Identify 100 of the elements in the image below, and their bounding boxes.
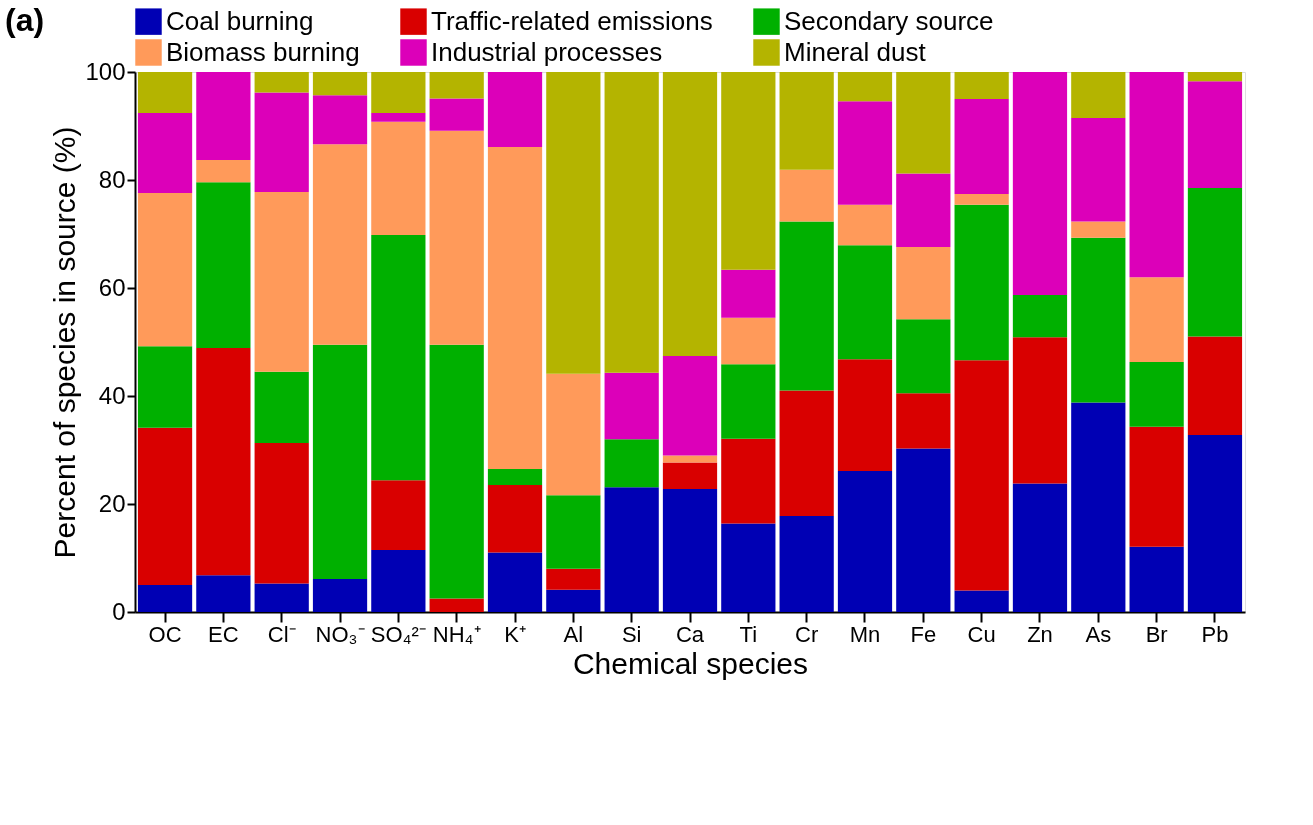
- bar: [137, 585, 193, 612]
- x-tick-label: Fe: [910, 621, 937, 647]
- bar: [954, 590, 1009, 612]
- bar: [954, 360, 1009, 591]
- bar: [721, 438, 776, 524]
- bar: [196, 182, 251, 348]
- bar: [312, 579, 368, 612]
- legend-label: Mineral dust: [784, 36, 927, 67]
- bar: [1012, 295, 1068, 338]
- bar: [721, 269, 776, 318]
- x-tick-label: NH₄⁺: [432, 621, 481, 647]
- bar: [546, 495, 601, 569]
- bar: [1071, 72, 1126, 118]
- bar: [604, 487, 659, 612]
- bar: [487, 468, 543, 486]
- y-tick-label: 60: [98, 273, 126, 301]
- x-tick-label: As: [1085, 621, 1112, 647]
- bar: [721, 364, 776, 439]
- y-tick-label: 40: [98, 381, 126, 409]
- bar: [1012, 337, 1068, 484]
- bar: [1012, 483, 1068, 612]
- x-tick-label: Si: [621, 621, 642, 647]
- y-tick-label: 100: [85, 57, 126, 85]
- bar: [429, 598, 484, 612]
- bar: [546, 72, 601, 374]
- bar: [137, 192, 193, 347]
- bar: [196, 575, 251, 612]
- bar: [254, 92, 309, 192]
- bar: [954, 99, 1009, 195]
- x-tick-label: Cr: [795, 621, 819, 647]
- bar: [604, 72, 659, 373]
- bar: [546, 589, 601, 612]
- bar: [1129, 361, 1184, 427]
- bar: [896, 173, 951, 247]
- bar: [371, 113, 426, 122]
- bar: [662, 462, 718, 489]
- bar: [371, 121, 426, 236]
- bar: [1012, 72, 1068, 296]
- bar: [371, 549, 426, 612]
- x-tick-label: EC: [208, 621, 239, 647]
- legend-label: Biomass burning: [166, 36, 360, 67]
- bar: [546, 568, 601, 590]
- legend-label: Coal burning: [166, 5, 314, 36]
- bar: [1071, 237, 1126, 403]
- bar: [429, 344, 484, 599]
- bar: [487, 147, 543, 469]
- bar: [896, 448, 951, 612]
- bar: [662, 356, 718, 456]
- x-tick-label: Al: [563, 621, 584, 647]
- bar: [254, 72, 309, 93]
- bar: [721, 317, 776, 365]
- bar: [954, 194, 1009, 205]
- bar: [954, 72, 1009, 99]
- x-tick-label: SO₄²⁻: [370, 621, 426, 647]
- bar: [429, 72, 484, 99]
- bar: [1187, 336, 1243, 435]
- x-tick-label: Cl⁻: [267, 621, 296, 647]
- bar: [487, 552, 543, 612]
- bar: [429, 98, 484, 131]
- bar: [487, 485, 543, 553]
- bar: [137, 113, 193, 193]
- bar: [779, 169, 834, 222]
- x-tick-label: Ti: [739, 621, 758, 647]
- bar: [371, 480, 426, 550]
- bar: [1187, 188, 1243, 337]
- bar: [137, 427, 193, 585]
- bar: [312, 95, 368, 145]
- bar: [196, 160, 251, 183]
- bar: [837, 359, 893, 472]
- bar: [312, 72, 368, 96]
- bar: [312, 144, 368, 345]
- bar: [1129, 277, 1184, 362]
- bar: [779, 72, 834, 170]
- bar: [196, 347, 251, 576]
- bar: [1129, 426, 1184, 547]
- bar: [896, 319, 951, 394]
- y-tick-label: 20: [98, 489, 126, 517]
- bar: [1129, 546, 1184, 612]
- x-axis-title: Chemical species: [572, 646, 809, 680]
- bar: [1129, 72, 1184, 278]
- bar: [1071, 117, 1126, 222]
- bar: [137, 346, 193, 428]
- bar: [662, 455, 718, 463]
- bar: [837, 72, 893, 102]
- y-tick-label: 80: [98, 165, 126, 193]
- bar: [254, 442, 309, 584]
- bar: [196, 72, 251, 161]
- bar: [1071, 402, 1126, 612]
- bar: [837, 101, 893, 205]
- bar: [837, 471, 893, 612]
- bar: [371, 235, 426, 481]
- bar: [429, 130, 484, 345]
- x-tick-label: Pb: [1201, 621, 1229, 647]
- y-tick-label: 0: [112, 597, 126, 625]
- bar: [604, 372, 659, 440]
- bar: [1187, 72, 1243, 82]
- x-tick-label: Br: [1145, 621, 1168, 647]
- bar: [837, 245, 893, 360]
- x-tick-label: K⁺: [504, 621, 526, 647]
- bar: [954, 204, 1009, 361]
